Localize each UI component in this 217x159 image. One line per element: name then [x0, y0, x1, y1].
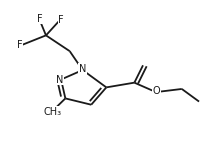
Text: O: O — [153, 86, 160, 96]
Text: CH₃: CH₃ — [43, 107, 61, 117]
Text: N: N — [56, 75, 64, 84]
Text: F: F — [58, 15, 64, 25]
Text: F: F — [37, 14, 42, 24]
Text: N: N — [79, 64, 86, 74]
Text: F: F — [17, 40, 23, 50]
